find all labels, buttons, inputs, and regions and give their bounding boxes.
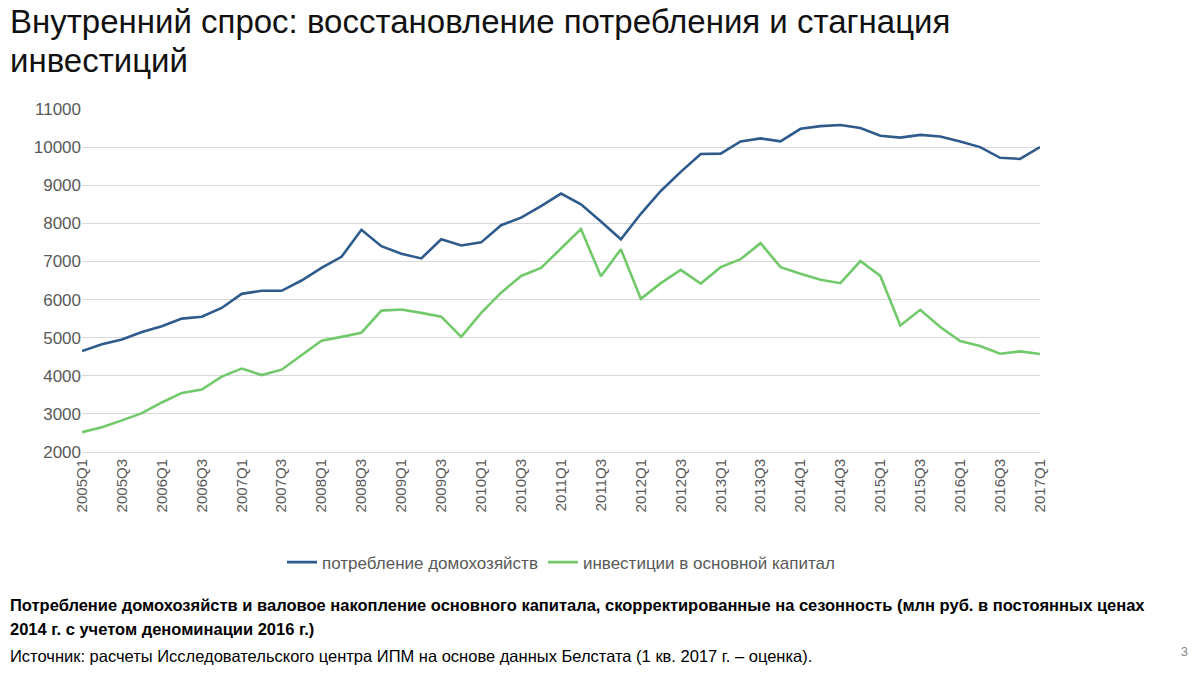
svg-text:2008Q1: 2008Q1 bbox=[312, 459, 329, 512]
svg-text:8000: 8000 bbox=[43, 214, 81, 233]
svg-text:6000: 6000 bbox=[43, 291, 81, 310]
svg-text:10000: 10000 bbox=[34, 138, 81, 157]
svg-text:2007Q3: 2007Q3 bbox=[272, 459, 289, 512]
html-text:3: 3 bbox=[1180, 644, 1188, 659]
svg-text:2005Q1: 2005Q1 bbox=[73, 459, 90, 512]
svg-text:2011Q3: 2011Q3 bbox=[592, 459, 609, 511]
svg-text:11000: 11000 bbox=[35, 100, 81, 119]
svg-text:2014Q1: 2014Q1 bbox=[791, 459, 808, 512]
svg-text:2010Q1: 2010Q1 bbox=[472, 459, 489, 512]
svg-text:инвестиции в основной капитал: инвестиции в основной капитал bbox=[583, 554, 835, 573]
svg-text:2000: 2000 bbox=[43, 443, 81, 462]
svg-text:2016Q3: 2016Q3 bbox=[991, 459, 1008, 512]
svg-text:2013Q3: 2013Q3 bbox=[751, 459, 768, 512]
svg-text:2010Q3: 2010Q3 bbox=[512, 459, 529, 512]
svg-text:2013Q1: 2013Q1 bbox=[712, 459, 729, 512]
svg-text:потребление домохозяйств: потребление домохозяйств bbox=[322, 554, 538, 573]
svg-text:2016Q1: 2016Q1 bbox=[951, 459, 968, 512]
html-text:Источник: расчеты Исследовател: Источник: расчеты Исследовательского цен… bbox=[10, 647, 813, 665]
svg-text:2017Q1: 2017Q1 bbox=[1031, 459, 1048, 512]
svg-text:2015Q1: 2015Q1 bbox=[871, 459, 888, 512]
svg-text:2015Q3: 2015Q3 bbox=[911, 459, 928, 512]
svg-text:2008Q3: 2008Q3 bbox=[352, 459, 369, 512]
svg-text:2009Q1: 2009Q1 bbox=[392, 459, 409, 512]
svg-text:2011Q1: 2011Q1 bbox=[552, 459, 569, 511]
svg-text:2009Q3: 2009Q3 bbox=[432, 459, 449, 512]
svg-text:2012Q3: 2012Q3 bbox=[672, 459, 689, 512]
svg-text:7000: 7000 bbox=[43, 252, 81, 271]
svg-text:2012Q1: 2012Q1 bbox=[632, 459, 649, 512]
svg-text:2014Q3: 2014Q3 bbox=[831, 459, 848, 512]
svg-text:2005Q3: 2005Q3 bbox=[113, 459, 130, 512]
html-text:Потребление домохозяйств и вал: Потребление домохозяйств и валовое накоп… bbox=[10, 596, 1145, 638]
svg-text:2006Q3: 2006Q3 bbox=[193, 459, 210, 512]
svg-text:3000: 3000 bbox=[43, 405, 81, 424]
svg-text:4000: 4000 bbox=[43, 367, 81, 386]
svg-text:2007Q1: 2007Q1 bbox=[233, 459, 250, 512]
svg-text:5000: 5000 bbox=[43, 329, 81, 348]
svg-text:2006Q1: 2006Q1 bbox=[153, 459, 170, 512]
svg-text:9000: 9000 bbox=[43, 176, 81, 195]
html-text:Внутренний спрос: восстановлен: Внутренний спрос: восстановление потребл… bbox=[10, 3, 951, 79]
